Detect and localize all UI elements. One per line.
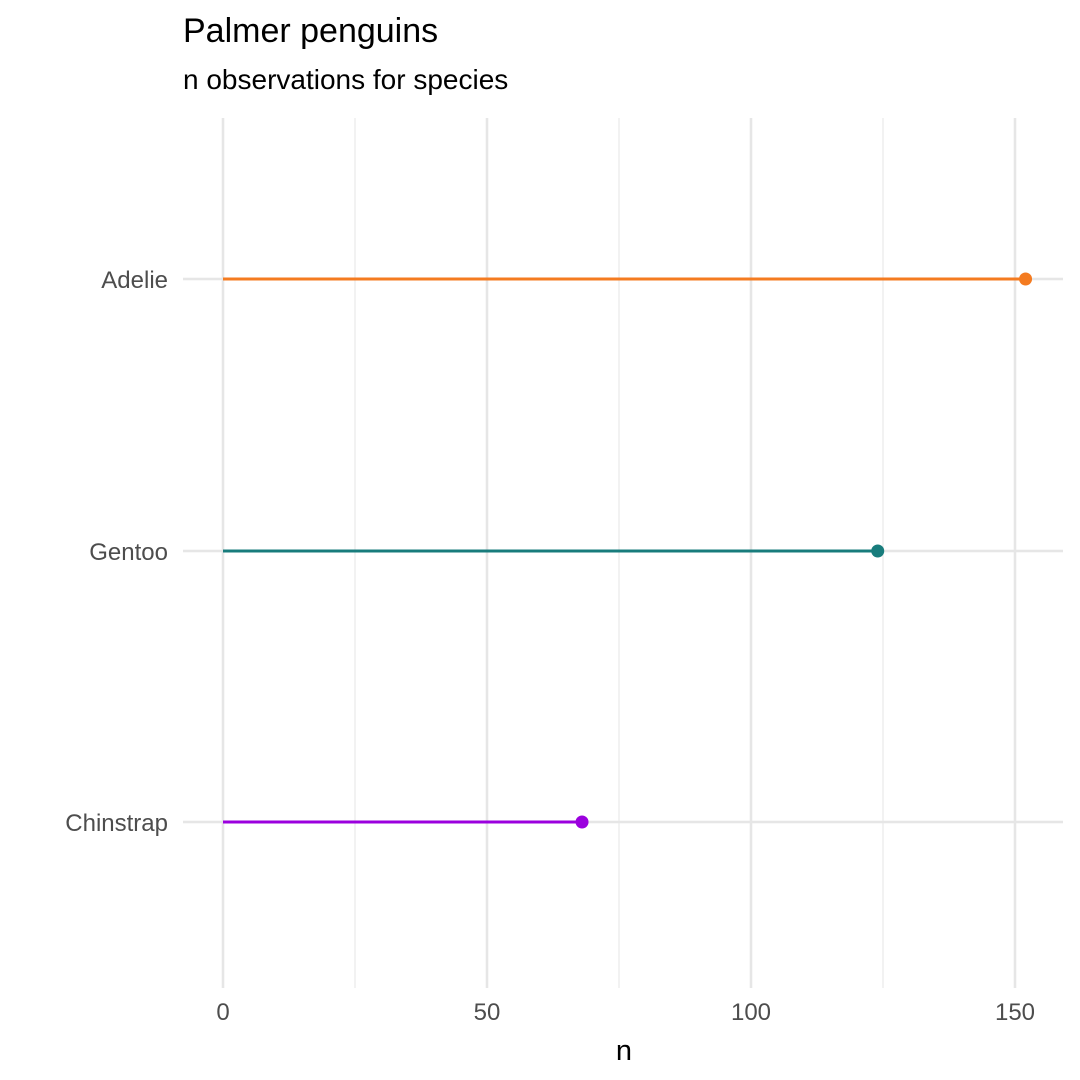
lollipop-point-gentoo: [871, 544, 885, 558]
lollipop-point-adelie: [1019, 272, 1033, 286]
y-tick-label-gentoo: Gentoo: [89, 539, 168, 566]
x-axis-label: n: [616, 1035, 632, 1067]
x-tick-label: 0: [216, 999, 229, 1026]
chart-subtitle: n observations for species: [183, 64, 509, 95]
x-tick-label: 100: [731, 999, 771, 1026]
x-tick-label: 50: [474, 999, 501, 1026]
y-tick-label-adelie: Adelie: [101, 267, 168, 294]
x-tick-label: 150: [995, 999, 1035, 1026]
lollipop-point-chinstrap: [575, 815, 589, 829]
chart-title: Palmer penguins: [183, 12, 439, 50]
y-tick-label-chinstrap: Chinstrap: [65, 810, 168, 837]
